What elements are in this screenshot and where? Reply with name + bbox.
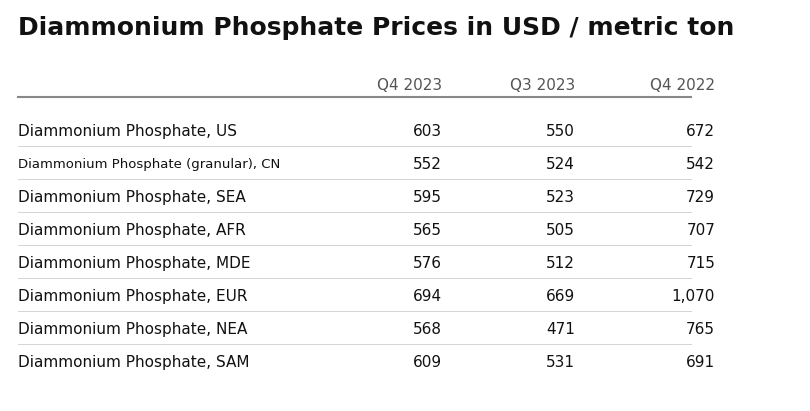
Text: 595: 595 [413,189,442,205]
Text: 531: 531 [546,355,575,369]
Text: Diammonium Phosphate, SAM: Diammonium Phosphate, SAM [18,355,249,369]
Text: 523: 523 [546,189,575,205]
Text: 524: 524 [546,157,575,171]
Text: 669: 669 [546,289,575,304]
Text: Diammonium Phosphate, US: Diammonium Phosphate, US [18,124,237,139]
Text: 691: 691 [686,355,715,369]
Text: 512: 512 [546,256,575,270]
Text: 565: 565 [413,223,442,238]
Text: 542: 542 [686,157,715,171]
Text: Q3 2023: Q3 2023 [509,78,575,93]
Text: 729: 729 [686,189,715,205]
Text: Diammonium Phosphate Prices in USD / metric ton: Diammonium Phosphate Prices in USD / met… [18,16,735,40]
Text: Q4 2022: Q4 2022 [650,78,715,93]
Text: 694: 694 [413,289,442,304]
Text: Diammonium Phosphate (granular), CN: Diammonium Phosphate (granular), CN [18,157,280,171]
Text: 552: 552 [413,157,442,171]
Text: Diammonium Phosphate, MDE: Diammonium Phosphate, MDE [18,256,250,270]
Text: 505: 505 [546,223,575,238]
Text: 672: 672 [686,124,715,139]
Text: 603: 603 [413,124,442,139]
Text: 576: 576 [413,256,442,270]
Text: 471: 471 [546,322,575,337]
Text: 568: 568 [413,322,442,337]
Text: 715: 715 [686,256,715,270]
Text: Diammonium Phosphate, NEA: Diammonium Phosphate, NEA [18,322,248,337]
Text: Diammonium Phosphate, EUR: Diammonium Phosphate, EUR [18,289,248,304]
Text: 707: 707 [686,223,715,238]
Text: 1,070: 1,070 [671,289,715,304]
Text: Q4 2023: Q4 2023 [377,78,442,93]
Text: 609: 609 [413,355,442,369]
Text: Diammonium Phosphate, SEA: Diammonium Phosphate, SEA [18,189,246,205]
Text: 550: 550 [546,124,575,139]
Text: 765: 765 [686,322,715,337]
Text: Diammonium Phosphate, AFR: Diammonium Phosphate, AFR [18,223,246,238]
